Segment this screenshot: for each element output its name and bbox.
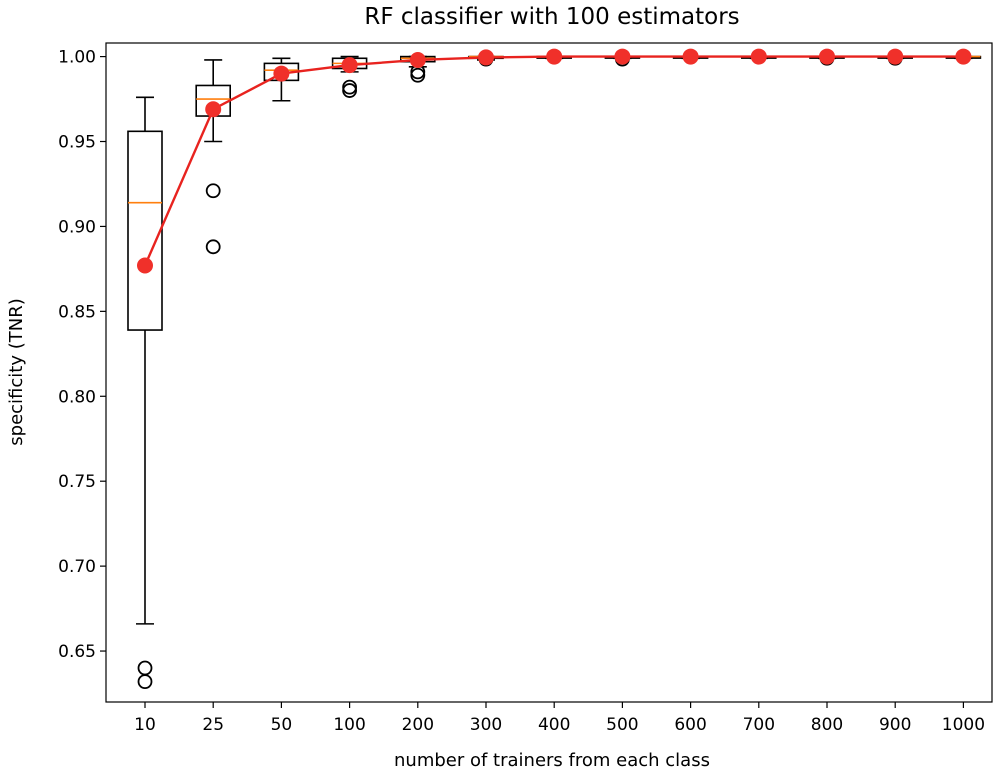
- mean-point-25: [205, 101, 222, 118]
- boxplot-10: [127, 96, 163, 690]
- x-tick-label: 700: [743, 715, 775, 735]
- y-tick-label: 0.90: [58, 217, 96, 237]
- x-tick-label: 100: [333, 715, 365, 735]
- y-axis: 0.65 0.70 0.75 0.80 0.85 0.90 0.95 1.00: [58, 48, 106, 662]
- plot-area-frame: [105, 42, 993, 703]
- y-tick-label: 0.80: [58, 387, 96, 407]
- mean-point-600: [682, 48, 699, 65]
- x-tick-label: 50: [271, 715, 293, 735]
- outlier-point: [205, 183, 221, 199]
- boxplot-25: [195, 59, 231, 255]
- mean-point-400: [546, 48, 563, 65]
- outlier-point: [205, 239, 221, 255]
- mean-point-500: [614, 48, 631, 65]
- mean-point-50: [273, 65, 290, 82]
- mean-point-300: [478, 49, 494, 66]
- mean-point-1000: [955, 48, 972, 65]
- mean-point-200: [409, 51, 426, 68]
- mean-point-10: [137, 257, 153, 274]
- x-tick-label: 800: [811, 715, 843, 735]
- x-tick-label: 1000: [942, 715, 985, 735]
- y-tick-label: 0.75: [58, 472, 96, 492]
- mean-point-700: [750, 48, 767, 65]
- outlier-point: [137, 674, 153, 690]
- x-tick-label: 200: [402, 715, 434, 735]
- mean-point-100: [341, 57, 358, 74]
- outlier-point: [342, 83, 358, 98]
- y-tick-label: 0.85: [58, 302, 96, 322]
- x-tick-label: 25: [202, 715, 224, 735]
- x-axis-label: number of trainers from each class: [394, 750, 710, 771]
- chart-title: RF classifier with 100 estimators: [364, 4, 739, 30]
- x-tick-label: 900: [879, 715, 911, 735]
- y-tick-label: 0.65: [58, 642, 96, 662]
- iqr-box: [127, 130, 163, 331]
- y-axis-label: specificity (TNR): [6, 298, 27, 445]
- y-tick-label: 0.70: [58, 557, 96, 577]
- outlier-point: [410, 67, 426, 83]
- x-tick-label: 500: [606, 715, 638, 735]
- mean-point-800: [819, 48, 835, 65]
- x-tick-label: 400: [538, 715, 570, 735]
- x-tick-label: 600: [674, 715, 706, 735]
- x-axis: 10 25 50 100 200 300 400 500 600 700 800 900 1000: [134, 702, 985, 735]
- mean-point-900: [887, 48, 904, 65]
- y-tick-label: 0.95: [58, 133, 96, 153]
- x-tick-label: 10: [134, 715, 156, 735]
- mean-line-group: [137, 48, 972, 274]
- y-tick-label: 1.00: [58, 48, 96, 68]
- x-tick-label: 300: [470, 715, 502, 735]
